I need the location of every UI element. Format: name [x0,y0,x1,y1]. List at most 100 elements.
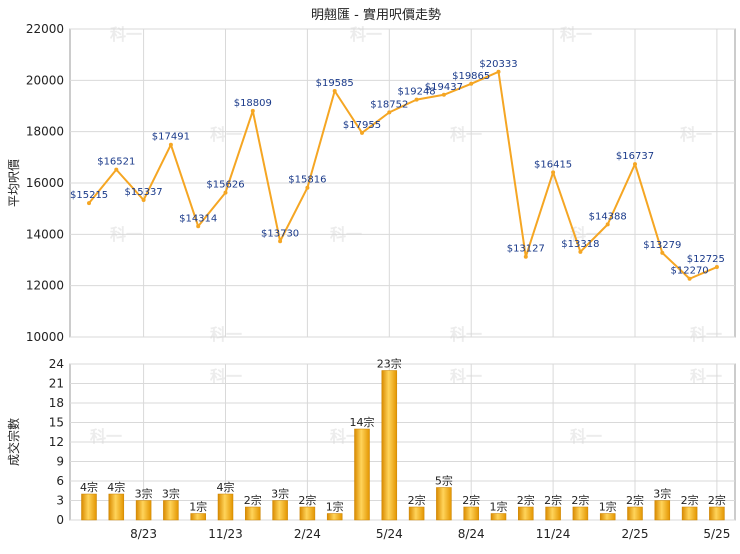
volume-data-label: 2宗 [544,493,562,507]
price-y-tick-label: 20000 [26,73,64,87]
volume-data-label: 1宗 [189,500,207,514]
chart-title: 明翹匯 - 實用呎價走勢 [311,7,441,23]
volume-data-label: 3宗 [162,487,180,501]
watermark: 科一 [210,125,242,144]
watermark: 科一 [350,25,382,44]
volume-bar [217,493,234,521]
price-point [250,108,255,113]
price-data-label: $15816 [288,175,326,186]
volume-y-tick-label: 24 [49,357,64,371]
volume-bar [518,506,534,521]
volume-bar [681,506,698,521]
price-data-label: $14388 [589,211,627,222]
volume-bar [463,506,479,521]
price-y-tick-label: 14000 [26,227,64,241]
watermark: 科一 [690,367,722,386]
volume-bar [654,500,671,521]
price-point [114,167,119,172]
watermark: 科一 [450,367,482,386]
volume-data-label: 2宗 [517,493,535,507]
volume-data-label: 2宗 [462,493,480,507]
price-data-label: $14314 [179,213,217,224]
price-point [141,198,146,203]
price-point [441,92,446,97]
price-data-label: $17955 [343,120,381,131]
x-tick-label: 11/23 [208,527,243,541]
price-data-label: $13279 [643,240,681,251]
price-data-label: $13730 [261,228,299,239]
price-point [168,142,173,147]
volume-bar [627,506,643,521]
volume-data-label: 2宗 [626,493,644,507]
x-tick-label: 8/24 [458,527,485,541]
volume-data-label: 3宗 [653,487,671,501]
volume-data-label: 4宗 [80,480,98,494]
price-point [196,224,201,229]
price-y-axis-title: 平均呎價 [7,159,21,207]
price-point [687,276,692,281]
volume-bar [108,493,125,521]
price-point [305,185,310,190]
volume-data-label: 1宗 [326,500,344,514]
watermark: 科一 [210,325,242,344]
watermark: 科一 [690,325,722,344]
price-point [332,88,337,93]
volume-bar [326,513,343,521]
volume-bar [163,500,179,521]
price-data-label: $18752 [370,99,408,110]
volume-y-tick-label: 0 [56,513,64,527]
watermark: 科一 [110,25,142,44]
price-point [87,201,91,206]
x-tick-label: 5/25 [703,527,730,541]
volume-data-label: 3宗 [135,487,153,501]
price-y-tick-label: 18000 [26,125,64,139]
price-data-label: $15215 [70,190,108,201]
price-data-label: $12270 [671,266,709,277]
watermark: 科一 [330,427,362,446]
price-data-label: $17491 [152,132,190,143]
volume-data-label: 2宗 [708,493,726,507]
volume-data-label: 1宗 [599,500,617,514]
volume-bar [381,370,398,521]
volume-bar [490,513,507,521]
watermark: 科一 [90,427,122,446]
x-tick-label: 8/23 [130,527,157,541]
volume-data-label: 23宗 [377,357,402,371]
volume-bar [135,500,152,521]
price-data-label: $15626 [206,180,244,191]
x-tick-label: 2/24 [294,527,321,541]
x-tick-label: 2/25 [622,527,649,541]
price-data-label: $20333 [479,59,517,70]
price-point [714,265,719,270]
price-data-label: $19437 [425,82,463,93]
price-point [360,130,364,135]
volume-data-label: 5宗 [435,474,453,488]
volume-bar [245,506,261,521]
volume-data-label: 2宗 [571,493,589,507]
volume-bar [190,513,206,521]
price-data-label: $19248 [398,87,436,98]
watermark: 科一 [210,367,242,386]
price-point [387,110,392,115]
volume-bar [81,493,97,521]
watermark: 科一 [680,125,712,144]
price-y-tick-label: 16000 [26,176,64,190]
price-point [469,81,474,86]
volume-data-label: 4宗 [107,480,125,494]
price-data-label: $13318 [561,239,599,250]
volume-data-label: 4宗 [217,480,235,494]
volume-y-tick-label: 15 [49,416,64,430]
x-tick-label: 5/24 [376,527,403,541]
volume-bar [436,487,452,521]
watermark: 科一 [570,427,602,446]
price-y-tick-label: 10000 [26,330,64,344]
volume-y-tick-label: 6 [56,474,64,488]
price-point [414,97,419,102]
volume-bar [299,506,316,521]
volume-data-label: 14宗 [350,415,375,429]
volume-y-axis-title: 成交宗數 [6,418,21,466]
x-tick-label: 11/24 [536,527,571,541]
